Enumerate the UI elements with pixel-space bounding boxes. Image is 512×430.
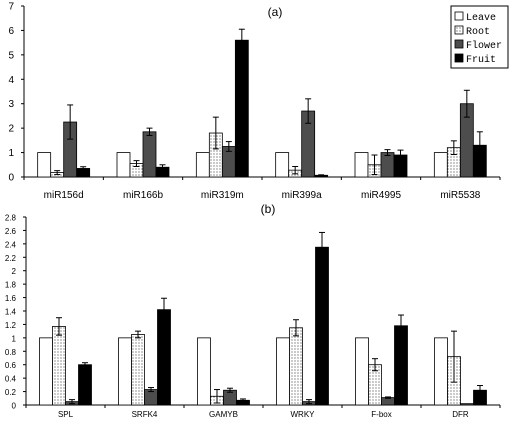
y-tick-label: 2.2 xyxy=(5,254,17,263)
category-label: miR166b xyxy=(123,190,163,201)
bar-leave xyxy=(118,337,132,406)
y-tick-label: 0 xyxy=(8,173,14,184)
legend-swatch-leave xyxy=(454,11,464,21)
category-label: miR399a xyxy=(282,190,322,201)
y-tick-label: 1 xyxy=(12,334,17,343)
category-label: SPL xyxy=(58,410,74,419)
y-tick-label: 1.6 xyxy=(5,294,17,303)
y-tick-label: 5 xyxy=(8,50,14,61)
bar-fruit xyxy=(157,309,171,406)
y-tick-label: 3 xyxy=(8,99,14,110)
bar-fruit xyxy=(78,364,92,406)
bar-leave xyxy=(276,337,290,406)
category-label: miR319m xyxy=(201,190,244,201)
y-tick-label: 2.8 xyxy=(5,214,17,223)
y-tick-label: 7 xyxy=(8,2,14,13)
bar-leave xyxy=(354,152,369,178)
bar-flower xyxy=(460,403,474,406)
bar-root xyxy=(131,334,145,406)
category-label: WRKY xyxy=(291,410,316,419)
y-tick-label: 2 xyxy=(12,267,17,276)
y-tick-label: 1.8 xyxy=(5,281,17,290)
y-tick-label: 0.6 xyxy=(5,361,17,370)
y-tick-label: 1.2 xyxy=(5,321,17,330)
bar-leave xyxy=(355,337,369,406)
category-label: F-box xyxy=(371,410,391,419)
y-tick-label: 0 xyxy=(12,402,17,411)
bar-flower xyxy=(142,131,157,178)
bar-fruit xyxy=(394,325,408,406)
category-label: GAMYB xyxy=(209,410,238,419)
y-tick-label: 1 xyxy=(8,148,14,159)
category-label: miR156d xyxy=(44,190,84,201)
category-label: miR5538 xyxy=(440,190,480,201)
bar-root xyxy=(289,327,303,406)
legend-swatch-flower xyxy=(454,39,464,49)
y-tick-label: 2 xyxy=(8,124,14,135)
bar-fruit xyxy=(234,39,249,178)
legend-swatch-fruit xyxy=(454,53,464,63)
y-tick-label: 2.6 xyxy=(5,227,17,236)
bar-leave xyxy=(37,152,52,178)
bar-flower xyxy=(380,152,395,178)
bar-fruit xyxy=(315,246,329,406)
legend-label: Leave xyxy=(466,13,496,24)
bar-leave xyxy=(195,152,210,178)
y-tick-label: 0.4 xyxy=(5,375,17,384)
bar-leave xyxy=(116,152,131,178)
panel-label: (a) xyxy=(268,5,283,19)
category-label: miR4995 xyxy=(361,190,401,201)
legend-label: Flower xyxy=(466,40,502,52)
legend-label: Root xyxy=(466,27,490,38)
bar-leave xyxy=(433,152,448,178)
y-tick-label: 0.2 xyxy=(5,388,17,397)
bar-leave xyxy=(39,337,53,406)
category-label: SRFK4 xyxy=(132,410,158,419)
panel-label: (b) xyxy=(261,202,276,216)
legend-label: Fruit xyxy=(466,54,496,66)
bar-leave xyxy=(197,337,211,406)
bar-leave xyxy=(275,152,290,178)
bar-leave xyxy=(434,337,448,406)
y-tick-label: 2.4 xyxy=(5,240,17,249)
y-tick-label: 6 xyxy=(8,26,14,37)
category-label: DFR xyxy=(452,410,469,419)
y-tick-label: 4 xyxy=(8,75,14,86)
legend-swatch-root xyxy=(454,25,464,35)
bar-root xyxy=(52,326,66,406)
y-tick-label: 1.4 xyxy=(5,308,17,317)
y-tick-label: 0.8 xyxy=(5,348,17,357)
